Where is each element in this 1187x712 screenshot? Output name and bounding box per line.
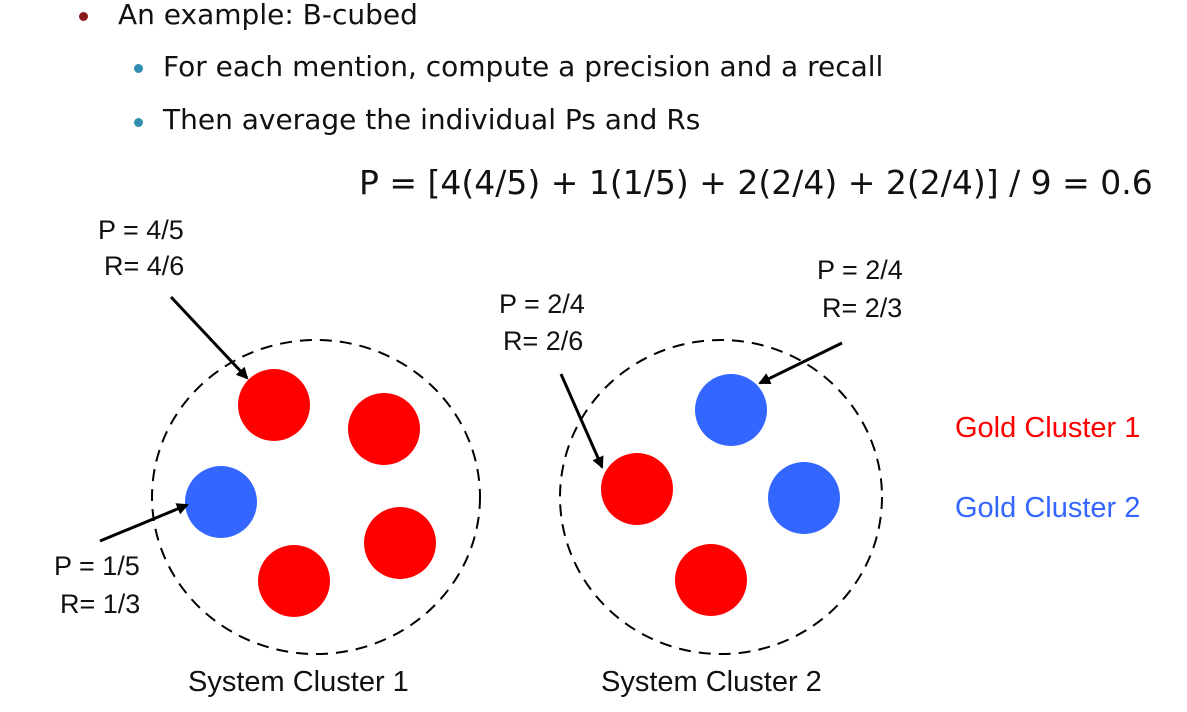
bullet-dot-main — [79, 12, 88, 21]
annotation-3-recall: R= 2/6 — [503, 326, 584, 356]
annotation-1-precision: P = 4/5 — [98, 215, 184, 245]
mention-blue — [768, 462, 840, 534]
mention-red — [675, 544, 747, 616]
bullet-sub1-text: For each mention, compute a precision an… — [163, 50, 884, 83]
annotation-4-precision: P = 2/4 — [817, 255, 903, 285]
arrow-precision-4 — [758, 341, 843, 385]
mention-red — [348, 393, 420, 465]
arrow-precision-3 — [559, 373, 604, 469]
arrow-precision-2 — [99, 503, 189, 543]
mention-blue — [695, 374, 767, 446]
system-cluster-1-caption: System Cluster 1 — [188, 666, 409, 698]
bullet-dot-sub2 — [134, 118, 143, 127]
legend-gold-cluster-1: Gold Cluster 1 — [955, 412, 1141, 444]
bullet-dot-sub1 — [134, 64, 143, 73]
annotation-2-recall: R= 1/3 — [60, 589, 141, 619]
precision-formula: P = [4(4/5) + 1(1/5) + 2(2/4) + 2(2/4)] … — [359, 163, 1153, 202]
system-cluster-2-boundary — [559, 339, 883, 655]
system-cluster-1-boundary — [151, 339, 481, 655]
system-cluster-2-caption: System Cluster 2 — [601, 666, 822, 698]
bullet-sub2-text: Then average the individual Ps and Rs — [163, 103, 701, 136]
mention-red — [364, 507, 436, 579]
annotation-1-recall: R= 4/6 — [104, 251, 185, 281]
annotation-4-recall: R= 2/3 — [822, 293, 903, 323]
arrow-precision-1 — [169, 295, 249, 380]
mention-red — [238, 369, 310, 441]
annotation-3-precision: P = 2/4 — [499, 289, 585, 319]
bullet-main-text: An example: B-cubed — [118, 0, 418, 31]
mention-red — [258, 545, 330, 617]
mention-blue — [185, 466, 257, 538]
mention-red — [601, 453, 673, 525]
annotation-2-precision: P = 1/5 — [54, 551, 140, 581]
legend-gold-cluster-2: Gold Cluster 2 — [955, 492, 1141, 524]
